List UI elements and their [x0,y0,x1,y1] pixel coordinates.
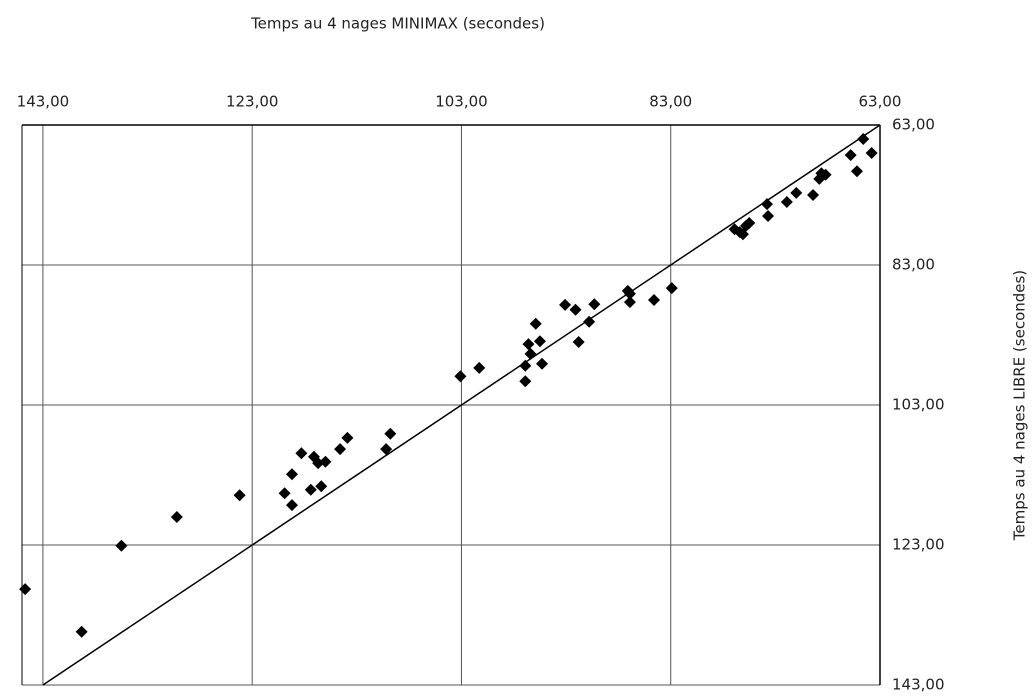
point [807,189,820,201]
x-axis-title: Temps au 4 nages MINIMAX (secondes) [250,15,545,33]
point [170,511,183,523]
x-tick-label: 103,00 [435,93,488,111]
point [115,539,128,552]
point [569,303,582,316]
identity-line [42,124,881,686]
point [334,443,347,456]
point [536,357,549,370]
point [285,468,298,481]
point [519,375,532,388]
point [844,149,857,162]
point [623,287,636,300]
point [583,315,596,328]
x-tick-label: 63,00 [859,93,902,111]
point [647,294,660,306]
x-tick-label: 123,00 [226,93,279,111]
point [278,487,291,500]
point [665,282,678,295]
point [857,133,870,145]
point [473,361,486,374]
point [384,427,397,440]
point [341,431,354,444]
y-axis-title: Temps au 4 nages LIBRE (secondes) [1011,270,1029,541]
point [780,196,793,208]
point [819,168,832,181]
point [233,489,246,502]
point [524,347,537,360]
point [304,483,317,496]
point [529,317,542,330]
point [850,165,863,178]
point [319,455,332,468]
point [295,447,308,460]
point [743,217,756,229]
point [559,298,572,311]
y-tick-label: 103,00 [892,396,945,414]
point [75,625,88,638]
point [760,198,773,211]
point [588,298,601,311]
point [380,443,393,456]
point [790,186,803,199]
point [522,338,535,351]
point [572,336,585,348]
point [762,210,775,222]
point [865,147,878,159]
y-tick-label: 63,00 [892,116,935,134]
point [454,370,467,383]
point [623,296,636,309]
y-tick-label: 123,00 [892,536,945,554]
y-tick-label: 83,00 [892,256,935,274]
x-tick-label: 83,00 [649,93,692,111]
point [519,359,532,372]
x-tick-label: 143,00 [17,93,70,111]
point [19,583,32,596]
y-tick-label: 143,00 [892,676,945,694]
point [533,335,546,348]
point [285,499,298,512]
point [315,480,328,493]
